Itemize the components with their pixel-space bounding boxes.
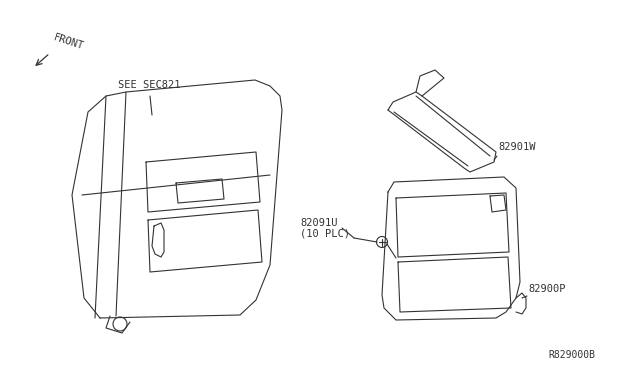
Text: 82091U: 82091U	[300, 218, 337, 228]
Text: 82901W: 82901W	[498, 142, 536, 152]
Text: (10 PLC): (10 PLC)	[300, 228, 350, 238]
Text: SEE SEC821: SEE SEC821	[118, 80, 180, 90]
Text: R829000B: R829000B	[548, 350, 595, 360]
Text: FRONT: FRONT	[52, 33, 85, 52]
Text: 82900P: 82900P	[528, 284, 566, 294]
